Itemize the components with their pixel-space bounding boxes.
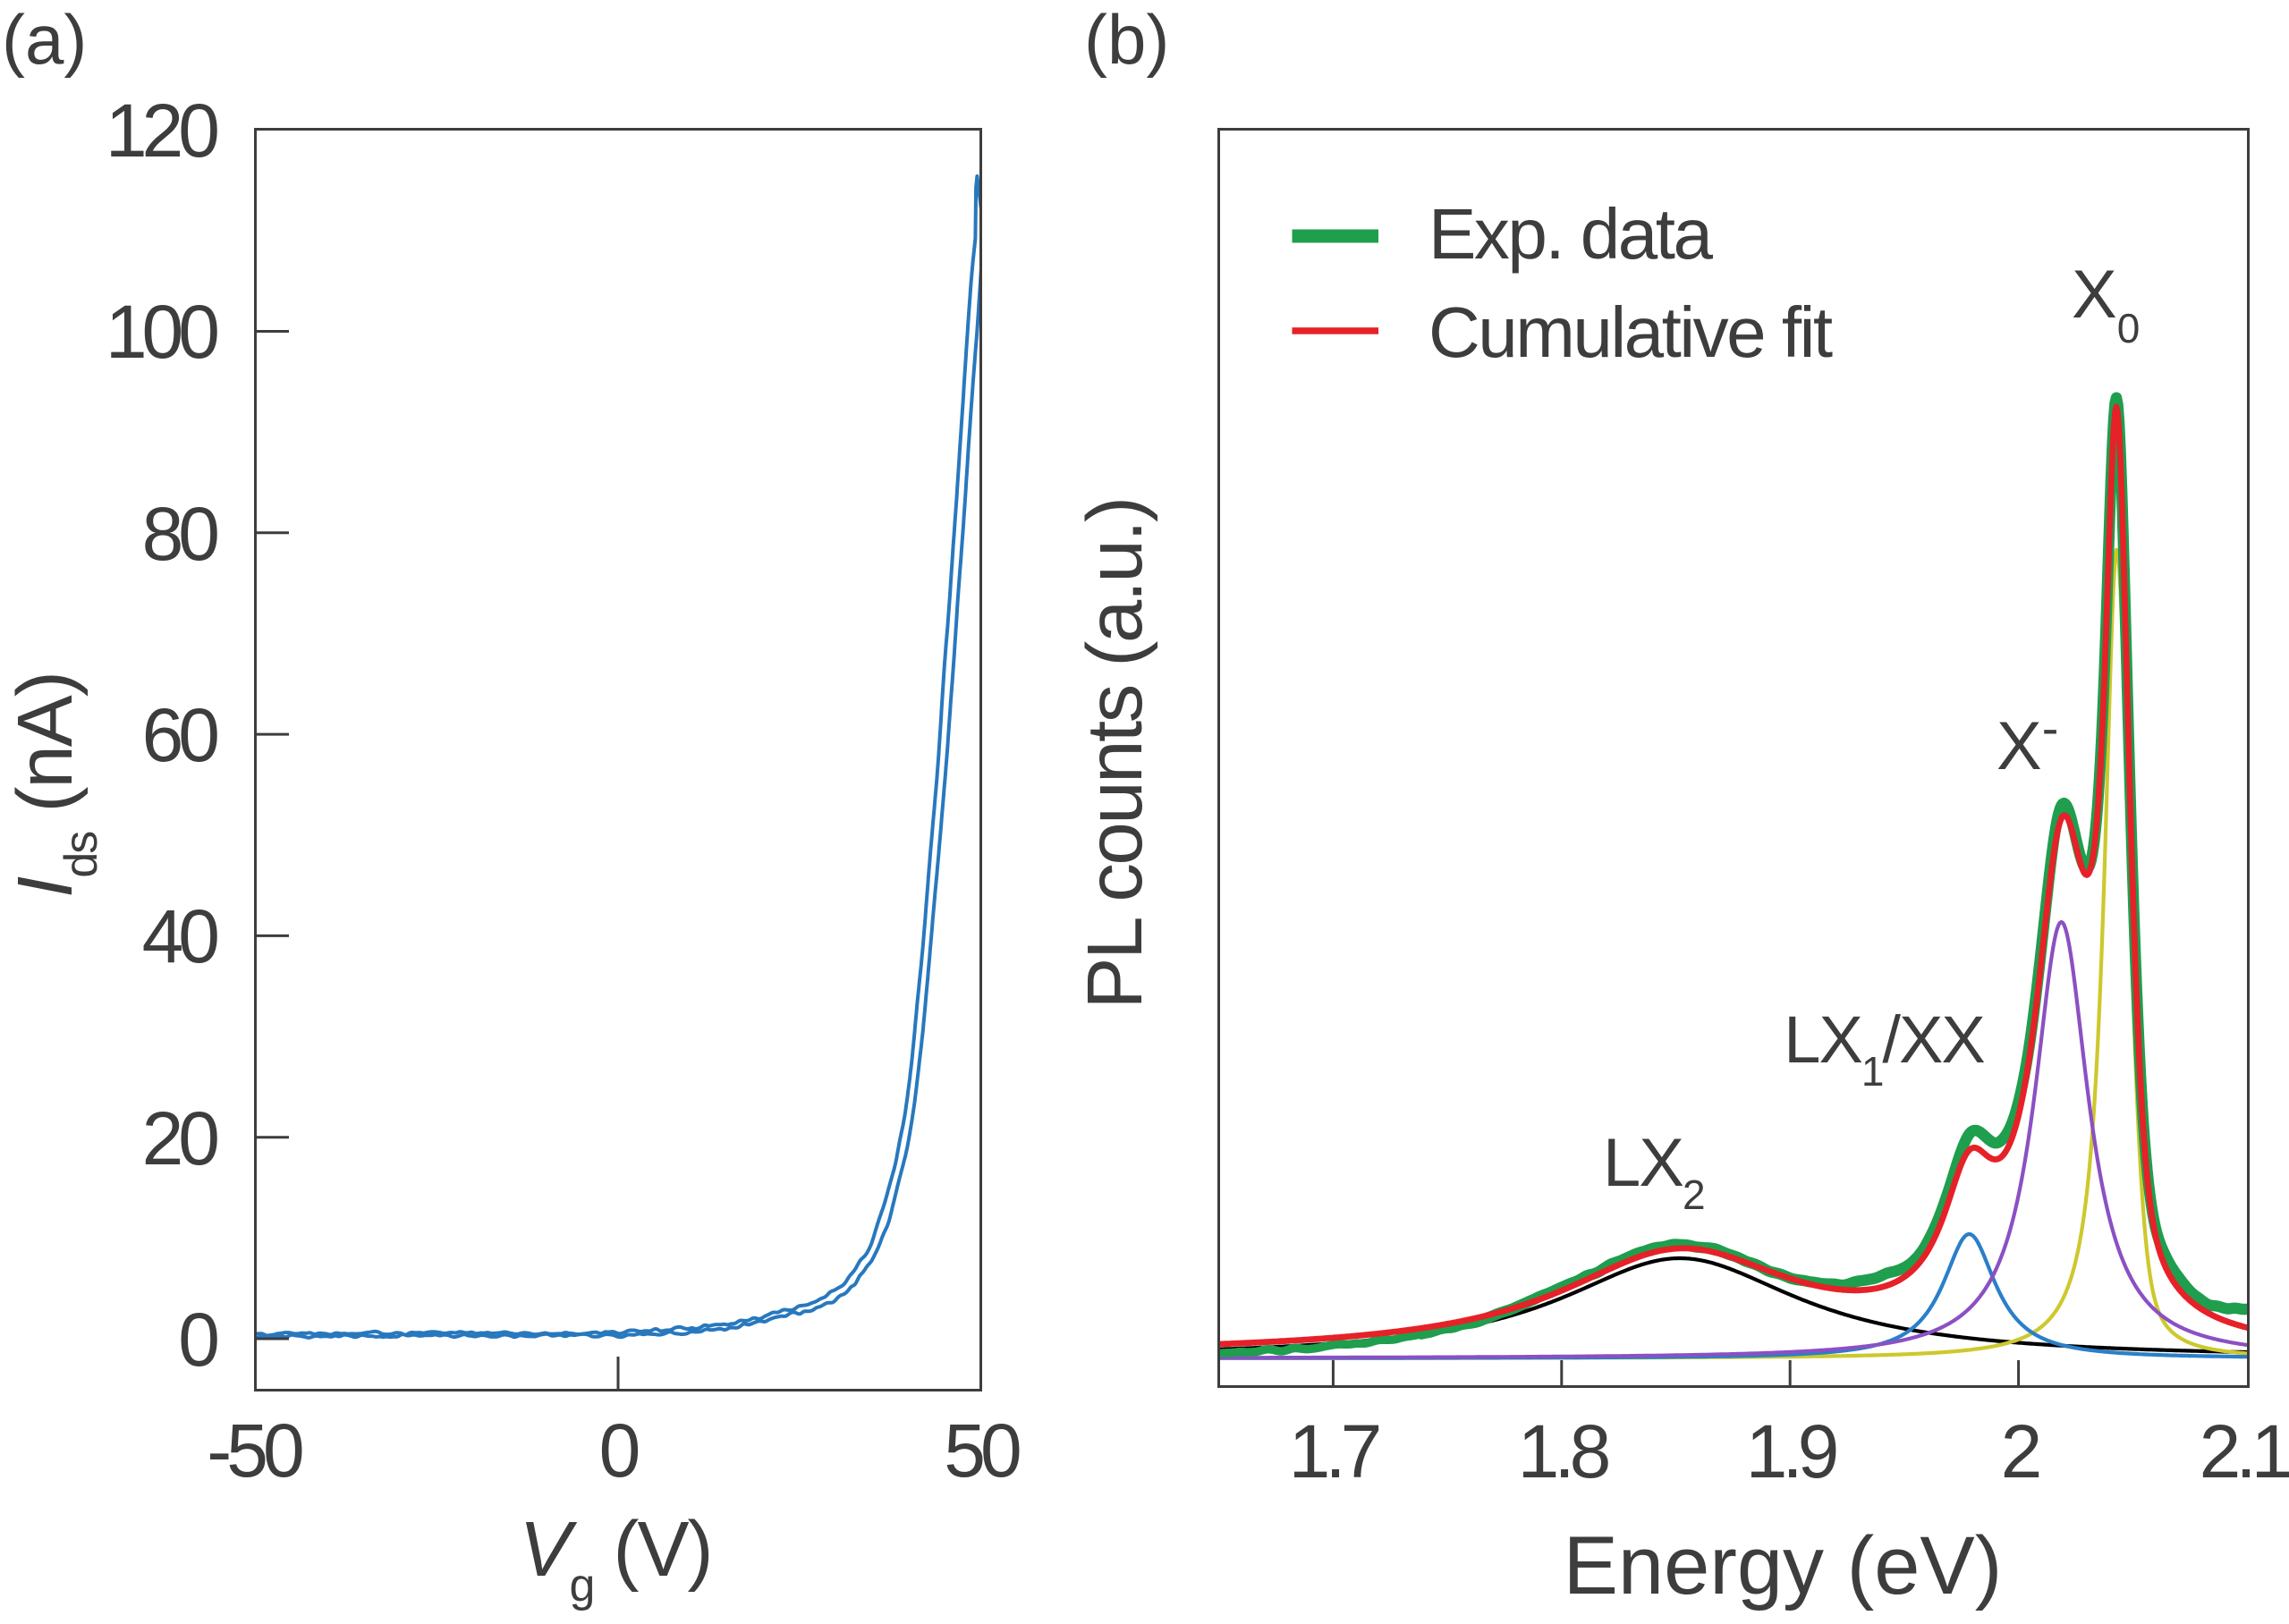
svg-text:2: 2 [2001,1409,2039,1493]
svg-text:80: 80 [142,492,218,576]
svg-text:Energy (eV): Energy (eV) [1564,1520,2003,1611]
svg-text:-50: -50 [207,1408,302,1493]
svg-text:(a): (a) [2,0,87,79]
svg-text:60: 60 [142,693,218,777]
svg-text:2.1: 2.1 [2200,1409,2289,1493]
svg-text:Ids (nA): Ids (nA) [2,672,107,898]
svg-text:Exp. data: Exp. data [1429,194,1714,274]
svg-text:1.7: 1.7 [1289,1409,1379,1493]
svg-text:50: 50 [944,1408,1020,1493]
svg-text:120: 120 [106,89,217,173]
svg-text:Vg (V): Vg (V) [519,1506,711,1611]
svg-text:(b): (b) [1084,0,1169,79]
svg-text:Cumulative fit: Cumulative fit [1429,292,1833,372]
svg-text:40: 40 [142,894,218,978]
svg-text:20: 20 [142,1096,218,1180]
svg-text:1.8: 1.8 [1518,1409,1609,1493]
svg-text:100: 100 [106,290,217,374]
svg-text:0: 0 [599,1408,641,1493]
svg-text:PL counts (a.u.): PL counts (a.u.) [1072,499,1158,1010]
svg-text:1.9: 1.9 [1746,1409,1836,1493]
svg-text:0: 0 [178,1298,217,1382]
